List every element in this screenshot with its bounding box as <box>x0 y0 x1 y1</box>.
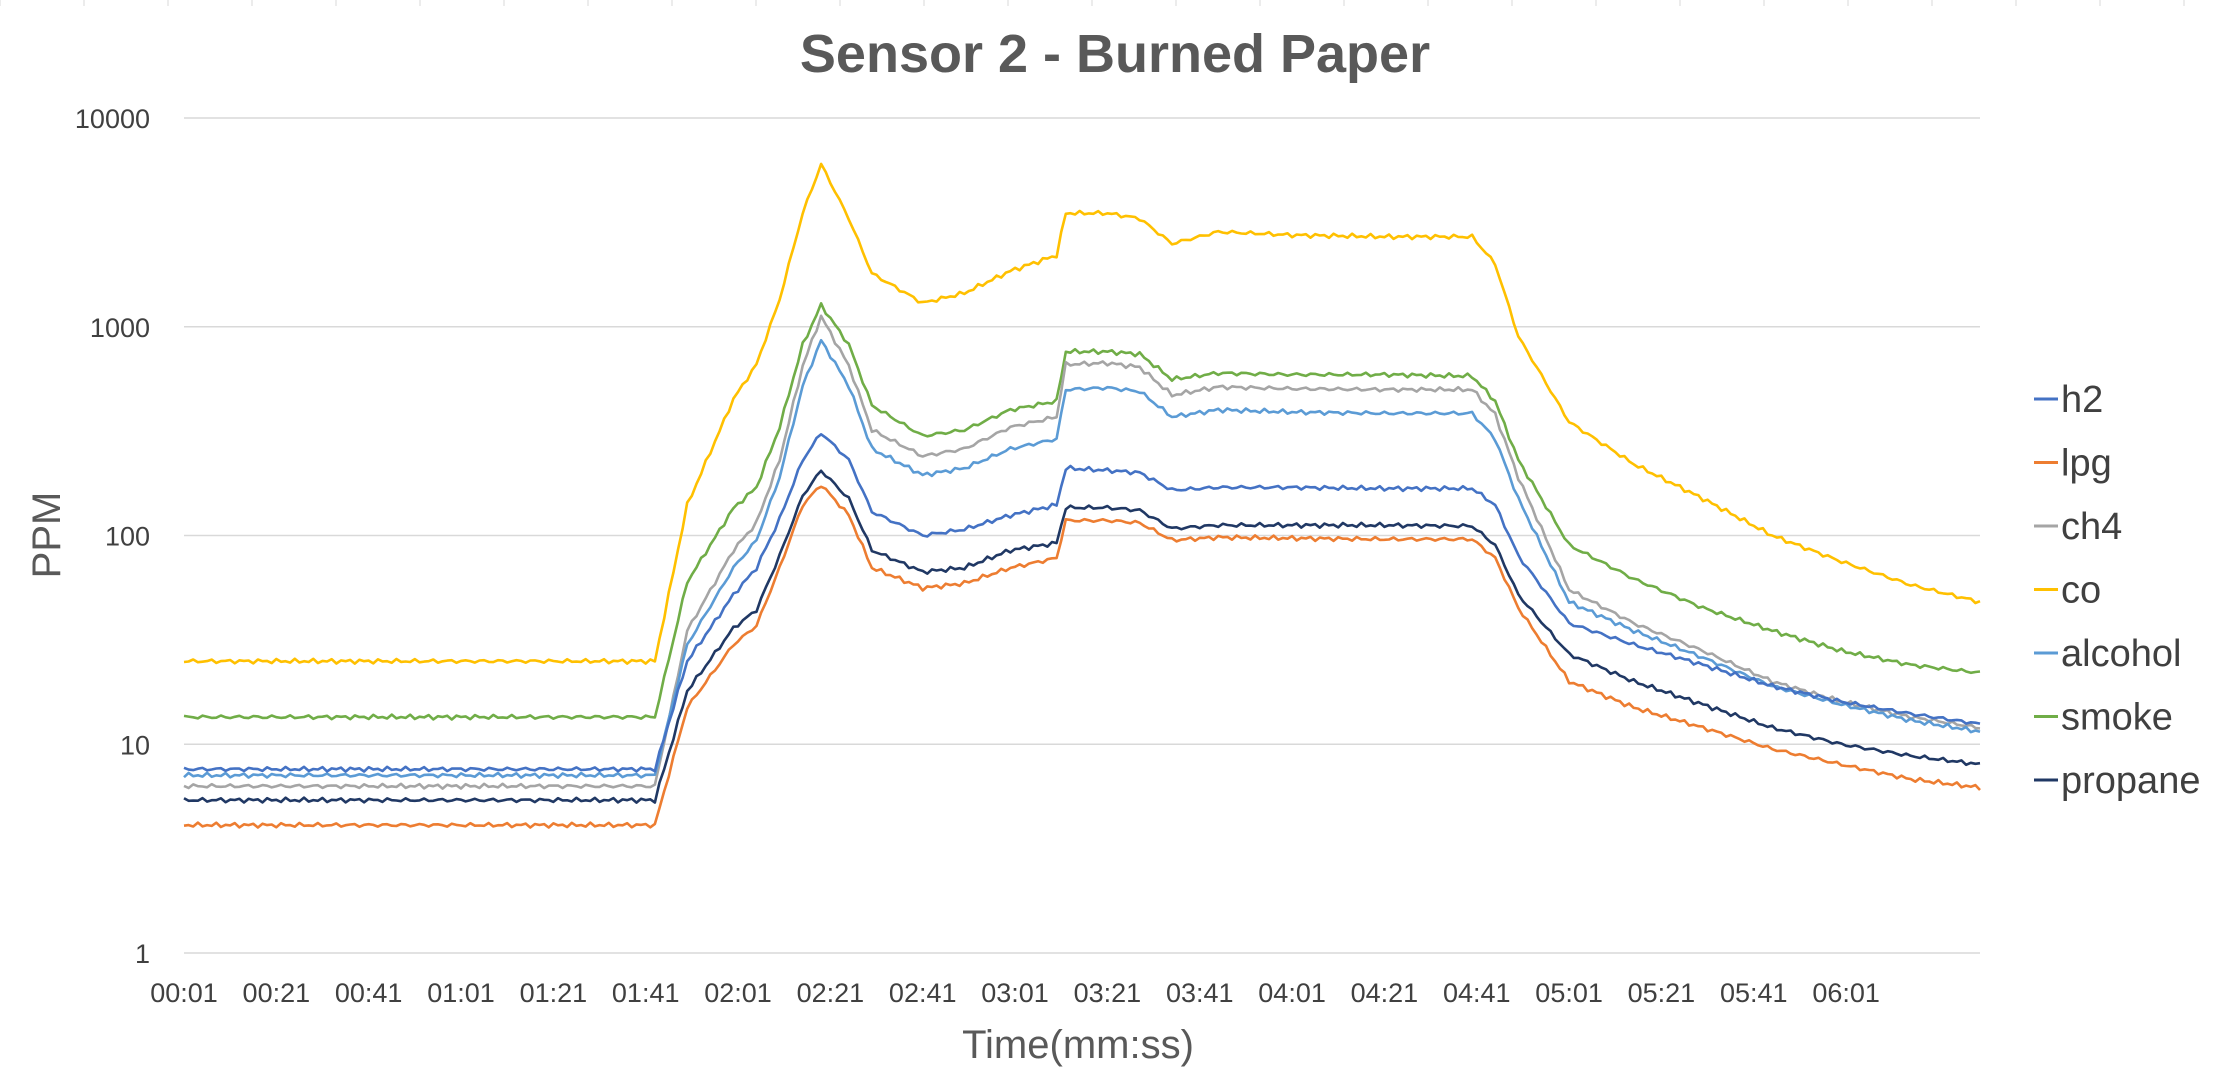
x-tick-label: 02:21 <box>797 978 865 1008</box>
y-tick-labels: 1 10 100 1000 10000 <box>75 104 150 969</box>
x-tick-label: 02:01 <box>704 978 772 1008</box>
legend: h2 lpg ch4 co alcohol smoke propane <box>2034 379 2200 802</box>
x-tick-label: 05:01 <box>1535 978 1603 1008</box>
y-tick-label: 10 <box>120 730 150 760</box>
legend-label-co: co <box>2061 570 2101 612</box>
x-tick-label: 01:01 <box>427 978 495 1008</box>
legend-label-smoke: smoke <box>2061 697 2173 739</box>
x-tick-label: 02:41 <box>889 978 957 1008</box>
y-tick-label: 1 <box>135 939 150 969</box>
x-tick-label: 04:21 <box>1351 978 1419 1008</box>
y-axis-title: PPM <box>25 492 69 579</box>
series-line-ch4 <box>183 314 1981 790</box>
x-tick-label: 04:41 <box>1443 978 1511 1008</box>
x-tick-label: 01:41 <box>612 978 680 1008</box>
legend-label-alcohol: alcohol <box>2061 633 2181 675</box>
x-tick-label: 03:01 <box>981 978 1049 1008</box>
top-border-ticks <box>0 0 2185 6</box>
y-tick-label: 100 <box>105 522 150 552</box>
series-line-co <box>183 162 1981 665</box>
x-axis-title: Time(mm:ss) <box>962 1023 1194 1067</box>
x-tick-label: 05:21 <box>1628 978 1696 1008</box>
legend-label-lpg: lpg <box>2061 443 2112 485</box>
y-tick-label: 10000 <box>75 104 150 134</box>
x-tick-label: 04:01 <box>1258 978 1326 1008</box>
chart-title: Sensor 2 - Burned Paper <box>800 24 1430 84</box>
x-tick-label: 03:41 <box>1166 978 1234 1008</box>
series-line-h2 <box>183 432 1981 773</box>
x-tick-labels: 00:01 00:21 00:41 01:01 01:21 01:41 02:01 02:21… <box>150 978 1880 1008</box>
x-tick-label: 03:21 <box>1074 978 1142 1008</box>
legend-label-ch4: ch4 <box>2061 506 2122 548</box>
x-tick-label: 01:21 <box>520 978 588 1008</box>
gridlines <box>184 117 1980 954</box>
legend-label-h2: h2 <box>2061 379 2103 421</box>
series-line-propane <box>183 469 1981 804</box>
x-tick-label: 05:41 <box>1720 978 1788 1008</box>
legend-label-propane: propane <box>2061 760 2200 802</box>
x-tick-label: 06:01 <box>1812 978 1880 1008</box>
x-tick-label: 00:21 <box>243 978 311 1008</box>
series-line-lpg <box>183 485 1981 829</box>
series-line-alcohol <box>183 338 1981 780</box>
y-tick-label: 1000 <box>90 313 150 343</box>
x-tick-label: 00:41 <box>335 978 403 1008</box>
plot-series <box>183 162 1981 829</box>
series-line-smoke <box>183 301 1981 721</box>
x-tick-label: 00:01 <box>150 978 218 1008</box>
